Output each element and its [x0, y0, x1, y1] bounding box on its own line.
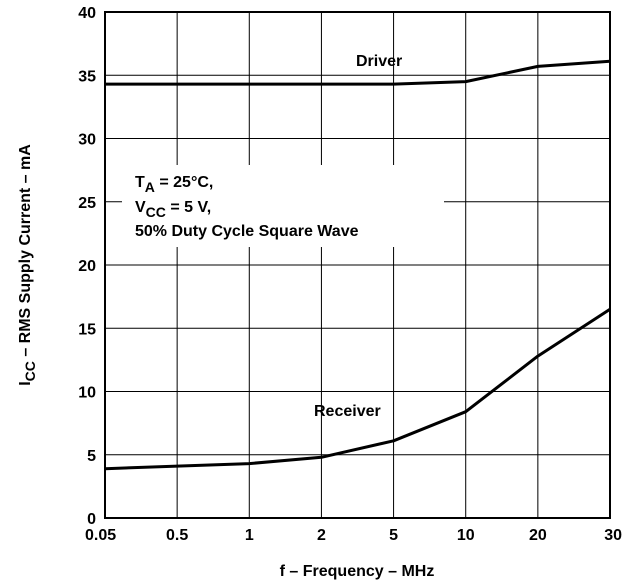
y-axis-title: ICC – RMS Supply Current – mA [17, 144, 38, 386]
x-tick-label: 2 [317, 527, 326, 544]
series-label-driver: Driver [356, 53, 402, 70]
y-tick-label: 5 [87, 448, 96, 465]
series-line-driver [105, 59, 611, 86]
x-axis-title: f – Frequency – MHz [280, 563, 435, 580]
x-tick-label: 30 [604, 527, 622, 544]
x-tick-label: 5 [389, 527, 398, 544]
grid [104, 11, 611, 519]
x-tick-label: 20 [529, 527, 547, 544]
plot-frame [104, 11, 611, 519]
series-label-receiver: Receiver [314, 403, 381, 420]
series-layer [104, 59, 611, 471]
y-tick-label: 10 [78, 385, 96, 402]
x-tick-label: 1 [245, 527, 254, 544]
y-tick-label: 30 [78, 132, 96, 149]
conditions-box [122, 165, 444, 247]
y-tick-label: 35 [78, 68, 96, 85]
condition-vcc: VCC = 5 V, [135, 199, 211, 220]
series-line-receiver [104, 308, 611, 471]
condition-temperature: TA = 25°C, [135, 174, 213, 195]
x-tick-labels: 0.05 0.5 1 2 5 10 20 30 [85, 527, 622, 544]
y-tick-label: 0 [87, 511, 96, 528]
x-tick-label: 10 [457, 527, 475, 544]
y-tick-label: 15 [78, 321, 96, 338]
y-tick-label: 20 [78, 258, 96, 275]
condition-duty-cycle: 50% Duty Cycle Square Wave [135, 223, 359, 240]
y-tick-labels: 0 5 10 15 20 25 30 35 40 [78, 5, 96, 528]
x-tick-label: 0.5 [166, 527, 188, 544]
y-tick-label: 25 [78, 195, 96, 212]
y-tick-label: 40 [78, 5, 96, 22]
x-tick-label: 0.05 [85, 527, 116, 544]
